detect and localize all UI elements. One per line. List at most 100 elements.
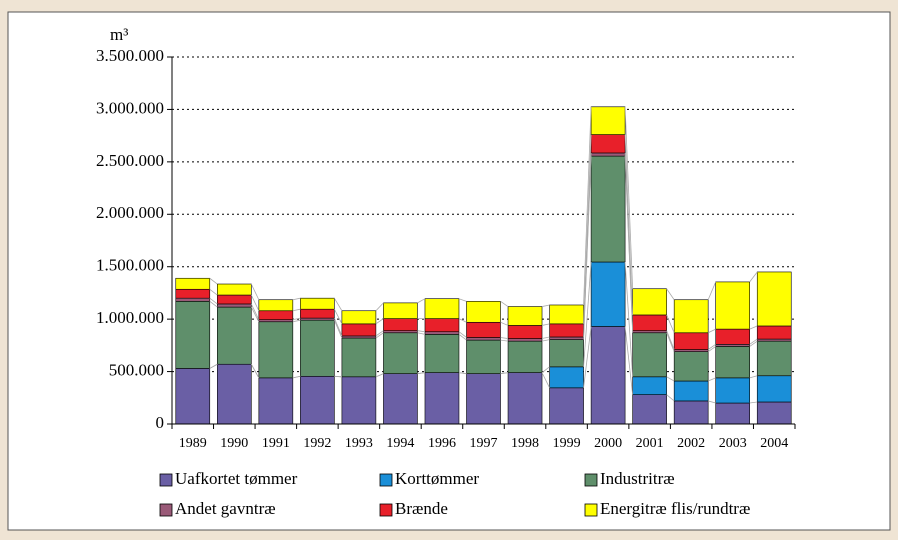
legend-swatch <box>584 503 598 517</box>
x-tick-label: 1992 <box>303 436 331 451</box>
bar-segment <box>507 340 543 373</box>
connector-line <box>749 401 758 404</box>
bar-segment <box>383 332 418 374</box>
bar-segment <box>424 334 460 373</box>
bar-segment <box>341 335 377 339</box>
y-tick-label: 1.500.000 <box>96 256 164 275</box>
y-tick-label: 3.000.000 <box>96 98 164 117</box>
bar-segment <box>341 376 377 425</box>
x-tick-label: 2002 <box>677 436 705 451</box>
connector-line <box>749 338 758 345</box>
connector-line <box>500 321 509 326</box>
bar-segment <box>424 318 460 333</box>
bar-segment <box>549 366 584 389</box>
connector-line <box>209 297 218 305</box>
bar-segment <box>632 332 667 378</box>
x-tick-label: 1994 <box>386 436 414 451</box>
connector-line <box>250 364 260 379</box>
connector-line <box>500 339 509 342</box>
bar-segment <box>632 314 667 331</box>
bar-segment <box>590 134 626 154</box>
connector-line <box>541 336 550 339</box>
connector-line <box>583 134 592 324</box>
bar-segment <box>466 339 501 374</box>
connector-line <box>500 372 509 375</box>
bar-segment <box>756 401 792 425</box>
connector-line <box>666 394 675 402</box>
legend-swatch <box>379 503 393 517</box>
connector-line <box>624 326 634 395</box>
connector-line <box>209 300 218 308</box>
connector-line <box>624 152 634 331</box>
bar-segment <box>756 340 792 377</box>
bar-segment <box>715 281 751 330</box>
bar-segment <box>300 308 335 319</box>
bar-segment <box>341 323 377 337</box>
connector-line <box>458 372 467 375</box>
connector-line <box>334 308 343 325</box>
bar-segment <box>549 304 584 325</box>
x-tick-label: 2001 <box>636 436 664 451</box>
x-tick-label: 1989 <box>179 436 207 451</box>
bar-segment <box>175 288 211 299</box>
connector-line <box>292 308 301 312</box>
bar-segment <box>673 351 709 382</box>
bar-segment <box>590 152 626 157</box>
bar-segment <box>258 377 294 425</box>
y-tick-label: 1.000.000 <box>96 308 164 327</box>
y-tick-label: 0 <box>156 413 165 432</box>
connector-line <box>334 375 342 378</box>
bar-segment <box>632 376 667 395</box>
connector-line <box>666 288 675 300</box>
connector-line <box>624 106 634 289</box>
connector-line <box>333 320 343 339</box>
bar-segment <box>217 306 252 365</box>
connector-line <box>749 271 758 283</box>
bar-segment <box>300 319 335 377</box>
x-tick-label: 1991 <box>262 436 290 451</box>
bar-segment <box>549 323 584 338</box>
bar-segment <box>424 331 460 335</box>
x-tick-label: 2003 <box>719 436 747 451</box>
x-tick-label: 2004 <box>760 436 788 451</box>
connector-line <box>209 363 218 369</box>
x-tick-label: 1990 <box>220 436 248 451</box>
legend-label: Andet gavntræ <box>175 499 276 518</box>
connector-line <box>500 300 509 307</box>
bar-segment <box>632 330 667 334</box>
legend-label: Uafkortet tømmer <box>175 469 298 488</box>
bar-segment <box>632 288 667 316</box>
connector-line <box>458 318 467 323</box>
connector-line <box>375 330 384 337</box>
bar-segment <box>590 155 626 263</box>
bar-segment <box>632 394 667 425</box>
connector-line <box>583 106 592 306</box>
connector-line <box>250 303 260 320</box>
bar-segment <box>673 349 709 352</box>
connector-line <box>583 326 592 388</box>
x-tick-label: 1996 <box>428 436 456 451</box>
connector-line <box>708 400 716 404</box>
y-tick-label: 3.500.000 <box>96 46 164 65</box>
legend-swatch <box>159 503 173 517</box>
legend-label: Energitræ flis/rundtræ <box>600 499 750 518</box>
legend-swatch <box>379 473 393 487</box>
connector-line <box>375 332 384 339</box>
bar-segment <box>466 301 501 323</box>
connector-line <box>209 277 218 285</box>
connector-line <box>375 373 384 378</box>
connector-line <box>334 297 343 311</box>
connector-line <box>250 294 260 311</box>
connector-line <box>707 343 716 350</box>
legend-label: Brænde <box>395 499 448 518</box>
bar-segment <box>383 318 418 331</box>
bar-segment <box>756 375 792 403</box>
bar-segment <box>217 363 252 425</box>
connector-line <box>209 288 218 296</box>
connector-line <box>292 297 301 301</box>
connector-line <box>250 306 260 322</box>
connector-line <box>292 317 301 321</box>
bar-segment <box>258 299 294 312</box>
bar-segment <box>383 373 418 425</box>
